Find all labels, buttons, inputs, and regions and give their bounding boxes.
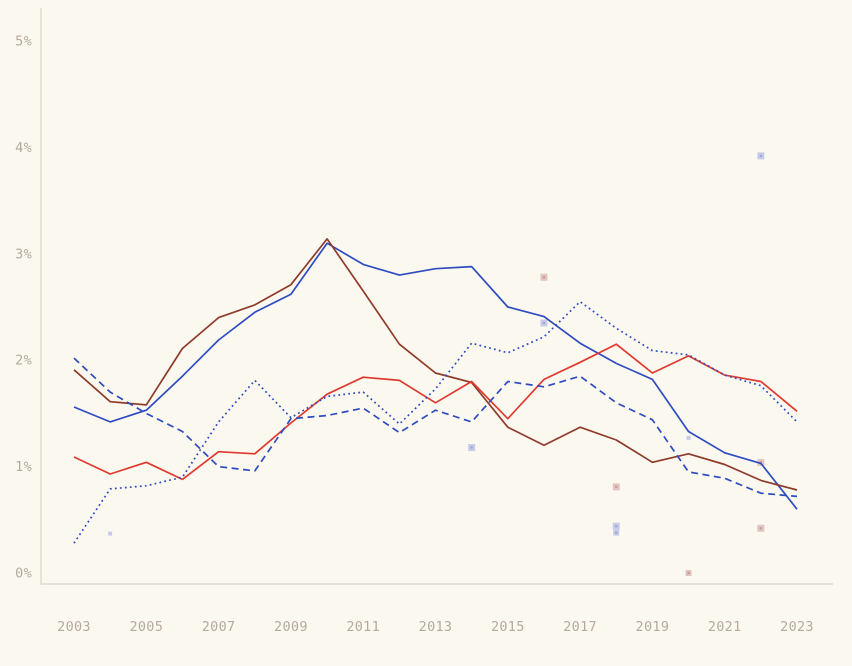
axis-line — [40, 8, 833, 585]
scatter-marker-center-dot — [615, 531, 618, 534]
x-tick-label: 2009 — [274, 619, 308, 635]
scatter-marker-center-dot — [542, 321, 546, 325]
scatter-marker-center-dot — [759, 527, 763, 530]
y-tick-label: 5% — [15, 34, 32, 50]
scatter-marker-periwinkle — [686, 435, 691, 440]
x-tick-label: 2017 — [563, 619, 597, 635]
scatter-marker-center-dot — [687, 571, 690, 575]
x-tick-label: 2015 — [491, 619, 525, 635]
y-tick-label: 0% — [15, 566, 32, 582]
series-red-solid — [73, 343, 798, 481]
x-tick-label: 2005 — [129, 619, 163, 635]
scatter-marker-center-dot — [470, 446, 473, 449]
scatter-marker-center-dot — [542, 276, 546, 279]
y-tick-label: 2% — [15, 353, 32, 369]
x-tick-label: 2013 — [419, 619, 453, 635]
series-blue-dotted — [73, 300, 798, 544]
series-blue-dashed — [73, 357, 798, 498]
x-tick-label: 2021 — [708, 619, 742, 635]
x-tick-label: 2003 — [57, 619, 91, 635]
y-tick-label: 1% — [15, 459, 32, 475]
y-tick-label: 4% — [15, 140, 32, 156]
x-tick-label: 2023 — [780, 619, 814, 635]
scatter-marker-center-dot — [759, 461, 763, 464]
scatter-marker-center-dot — [615, 485, 618, 489]
series-blue-solid — [73, 242, 798, 510]
scatter-marker-periwinkle — [108, 531, 113, 536]
x-tick-label: 2007 — [202, 619, 236, 635]
series-maroon-solid — [73, 238, 798, 491]
x-tick-label: 2011 — [346, 619, 380, 635]
y-tick-label: 3% — [15, 246, 32, 262]
scatter-marker-center-dot — [615, 524, 618, 528]
x-tick-label: 2019 — [636, 619, 670, 635]
scatter-marker-center-dot — [759, 154, 763, 158]
